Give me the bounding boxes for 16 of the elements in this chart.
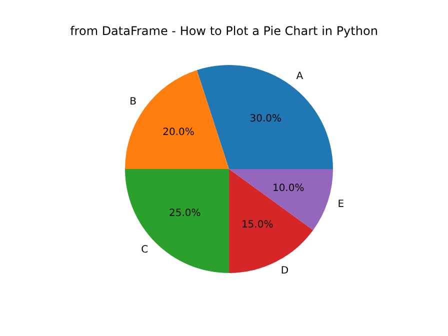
chart-title: from DataFrame - How to Plot a Pie Chart in Python — [70, 24, 378, 38]
pie-slice — [229, 169, 333, 230]
pie-slice — [125, 70, 229, 169]
pie-slice — [196, 65, 333, 169]
slice-label: A — [296, 71, 304, 82]
pie-slice — [125, 169, 229, 273]
slice-label: E — [338, 199, 344, 210]
data-label: 10.0% — [272, 183, 304, 194]
data-label: 15.0% — [241, 219, 274, 230]
data-label: 30.0% — [250, 113, 282, 124]
data-label: 20.0% — [162, 127, 194, 138]
slice-label: C — [141, 244, 148, 256]
data-label: 25.0% — [168, 208, 201, 219]
slice-label: B — [130, 96, 137, 108]
pie-slice — [229, 169, 314, 273]
slice-label: D — [280, 266, 289, 277]
